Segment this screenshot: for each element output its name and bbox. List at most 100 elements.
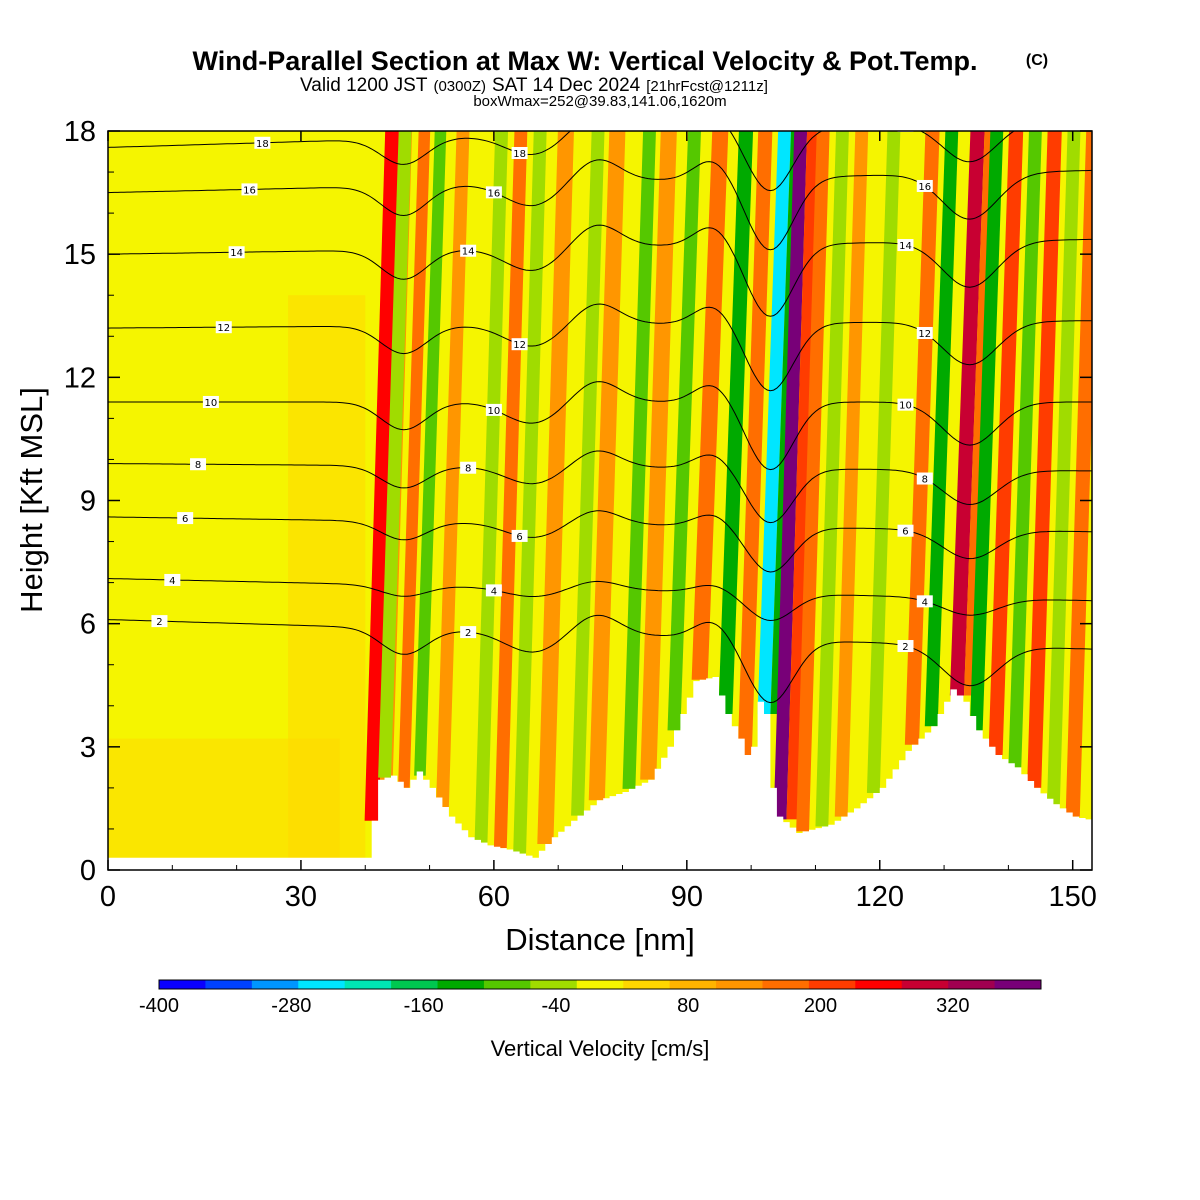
contour-label: 14 (462, 247, 475, 258)
terrain-mask (108, 677, 1092, 870)
y-tick-label: 9 (80, 486, 96, 518)
vv-band (866, 131, 901, 794)
contour-label: 2 (465, 628, 471, 639)
colorbar-frame (158, 979, 1042, 990)
contour-label-bg (460, 244, 477, 257)
x-axis-label: Distance [nm] (505, 922, 695, 957)
vv-band (924, 131, 959, 727)
vv-band (773, 131, 808, 820)
colorbar-swatch (205, 980, 253, 989)
y-tick-label: 18 (64, 116, 96, 148)
valid-time-line: Valid 1200 JST (0300Z) SAT 14 Dec 2024 [21h… (300, 75, 768, 96)
colorbar-swatch (576, 980, 624, 989)
vv-band (988, 131, 1024, 756)
contour-label-bg (897, 398, 914, 411)
contour-label: 18 (256, 139, 269, 150)
theta-contour (108, 224, 1092, 317)
vv-band (474, 131, 509, 843)
contour-label-bg (177, 512, 194, 525)
colorbar-tick-label: -40 (541, 995, 570, 1017)
colorbar-swatch (298, 980, 346, 989)
contour-label-bg (511, 146, 528, 159)
contour-label: 8 (922, 475, 928, 486)
y-axis: 0 3 6 9 12 15 18 (64, 116, 1092, 887)
vv-band (1065, 131, 1092, 817)
colorbar-swatch (623, 980, 671, 989)
colorbar-tick-label: -160 (404, 995, 444, 1017)
vv-band (1008, 131, 1042, 768)
y-tick-label: 12 (64, 362, 96, 394)
vv-band (667, 131, 701, 731)
contour-label: 16 (918, 182, 931, 193)
vv-band (398, 131, 431, 788)
colorbar-tick-label: 200 (804, 995, 837, 1017)
colorbar-swatch (251, 980, 299, 989)
box-wmax-info: boxWmax=252@39.83,141.06,1620m (473, 93, 726, 110)
contour-label: 18 (513, 149, 526, 160)
contour-label-bg (897, 131, 914, 132)
vertical-velocity-field (108, 131, 1092, 870)
contour-label: 4 (922, 597, 928, 608)
contour-label: 2 (156, 617, 162, 628)
contour-label-bg (460, 461, 477, 474)
vv-region-weak-positive (108, 738, 340, 870)
contour-label-bg (916, 595, 933, 608)
contour-label-bg (202, 395, 219, 408)
contour-label-bg (151, 615, 168, 628)
vv-band (1027, 131, 1062, 788)
contour-label: 18 (899, 122, 912, 133)
contour-label-bg (164, 573, 181, 586)
theta-contour (108, 510, 1092, 573)
contour-label: 8 (195, 460, 201, 471)
colorbar-swatch (530, 980, 578, 989)
vv-band (571, 131, 605, 816)
colorbar: -400 -280 -160 -40 80 200 320 (139, 979, 1042, 1017)
vv-band (737, 131, 773, 756)
x-axis: 0 30 60 90 120 150 (100, 131, 1097, 913)
contour-label: 6 (516, 532, 522, 543)
colorbar-swatch (483, 980, 531, 989)
potential-temperature-contours: 2 2 2 4 4 4 6 6 6 8 8 8 10 10 10 12 12 12 14 14 14 16 16 16 18 18… (108, 122, 1092, 704)
colorbar-tick-label: -280 (271, 995, 311, 1017)
contour-label-bg (511, 338, 528, 351)
colorbar-title: Vertical Velocity [cm/s] (491, 1036, 710, 1061)
contour-label: 6 (182, 514, 188, 525)
x-tick-label: 90 (671, 881, 703, 913)
contour-label-bg (228, 246, 245, 259)
colorbar-swatch (159, 980, 206, 989)
colorbar-swatch (994, 980, 1042, 989)
contour-label: 12 (513, 340, 526, 351)
colorbar-swatch (437, 980, 485, 989)
contour-label-bg (916, 472, 933, 485)
colorbar-tick-label: 320 (936, 995, 969, 1017)
contour-label: 4 (169, 576, 175, 587)
contour-label: 2 (902, 642, 908, 653)
contour-label-bg (485, 584, 502, 597)
y-axis-label: Height [Kft MSL] (14, 387, 49, 613)
contour-label-bg (460, 626, 477, 639)
vv-band (537, 131, 574, 844)
y-tick-label: 15 (64, 239, 96, 271)
contour-label: 16 (488, 188, 501, 199)
contour-label-bg (215, 321, 232, 334)
theta-contour (108, 614, 1092, 704)
vv-band-halo (786, 131, 819, 820)
contour-label: 14 (230, 248, 243, 259)
contour-label-bg (511, 529, 528, 542)
contour-label-bg (190, 458, 207, 471)
vv-band (588, 131, 626, 801)
x-tick-label: 60 (478, 881, 510, 913)
contour-label-bg (897, 640, 914, 653)
vv-band (513, 131, 547, 854)
y-tick-label: 3 (80, 732, 96, 764)
colorbar-swatch (391, 980, 439, 989)
vv-band (796, 131, 830, 832)
contour-label: 10 (899, 401, 912, 412)
terrain (108, 677, 1092, 870)
contour-label: 4 (491, 586, 497, 597)
contour-label: 16 (243, 185, 256, 196)
y-tick-label: 6 (80, 609, 96, 641)
colorbar-swatch (344, 980, 392, 989)
x-tick-label: 30 (285, 881, 317, 913)
colorbar-swatch (948, 980, 996, 989)
